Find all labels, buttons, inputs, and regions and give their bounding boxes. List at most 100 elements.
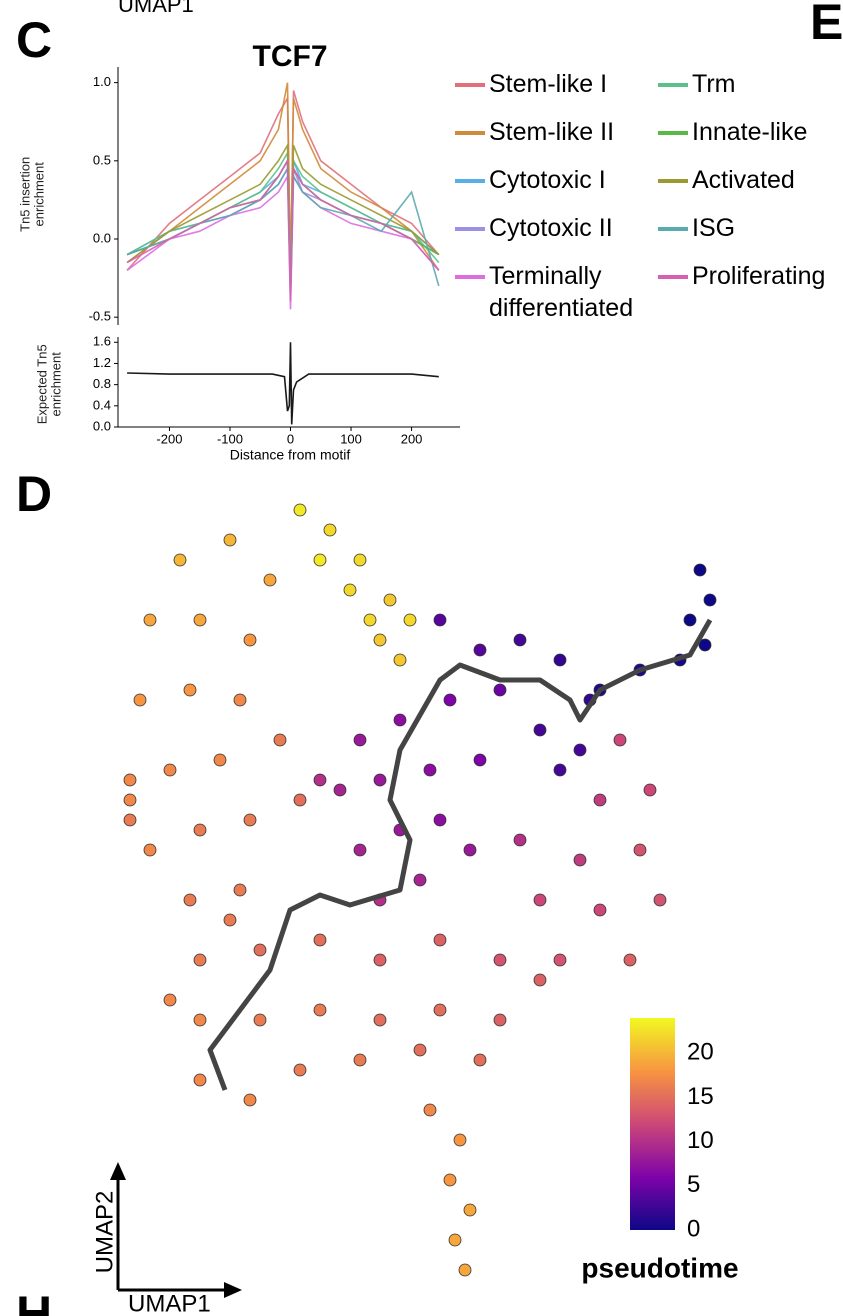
panel-label: H [16, 1286, 52, 1316]
cell-point [293, 793, 307, 807]
cell-point [193, 613, 207, 627]
cell-point [233, 883, 247, 897]
legend-swatch [658, 131, 688, 135]
cell-point [513, 833, 527, 847]
cell-point [573, 743, 587, 757]
colorbar-label: pseudotime [581, 1252, 738, 1283]
cell-point [223, 913, 237, 927]
series-line [127, 342, 439, 425]
x-axis-label: UMAP1 [128, 1290, 211, 1316]
cell-point [223, 533, 237, 547]
colorbar-tick-label: 10 [687, 1127, 714, 1154]
cell-point [433, 813, 447, 827]
cell-point [253, 943, 267, 957]
cell-point [353, 843, 367, 857]
series-line [126, 165, 440, 294]
legend-swatch [455, 83, 485, 87]
y-axis-label: Expected Tn5 enrichment [34, 344, 64, 425]
series-line [126, 157, 440, 302]
legend-label: Stem-like II [489, 118, 615, 146]
cell-point [698, 638, 712, 652]
cell-point [593, 793, 607, 807]
y-tick-label: 0.0 [93, 230, 111, 245]
cell-point [463, 1203, 477, 1217]
cell-point [133, 693, 147, 707]
legend-swatch [455, 179, 485, 183]
cell-point [373, 1013, 387, 1027]
y-axis-label: Tn5 insertion enrichment [17, 156, 47, 232]
legend-label: Stem-like I [489, 70, 608, 98]
legend-label: Trm [692, 70, 736, 98]
legend-swatch [658, 83, 688, 87]
cell-point [453, 1133, 467, 1147]
cell-point [183, 893, 197, 907]
cell-point [403, 613, 417, 627]
legend-item: ISG [658, 212, 843, 244]
legend-item: Proliferating [658, 260, 843, 292]
legend-item: Cytotoxic II [455, 212, 655, 244]
legend-item: Trm [658, 68, 843, 100]
cell-point [553, 763, 567, 777]
cell-point [373, 953, 387, 967]
legend-swatch [658, 275, 688, 279]
legend-item: Cytotoxic I [455, 164, 655, 196]
umap-arrowhead [110, 1162, 126, 1180]
cell-point [473, 753, 487, 767]
cell-point [553, 653, 567, 667]
colorbar [630, 1018, 675, 1230]
cell-point [353, 733, 367, 747]
top-label: UMAP1 [118, 0, 194, 17]
cell-point [423, 1103, 437, 1117]
chart-title: TCF7 [253, 40, 328, 73]
y-tick-label: 1.0 [93, 74, 111, 89]
series-line [126, 173, 440, 310]
legend-swatch [658, 227, 688, 231]
cell-point [393, 653, 407, 667]
cell-point [313, 933, 327, 947]
legend-item: Stem-like II [455, 116, 655, 148]
colorbar-tick-label: 20 [687, 1039, 714, 1066]
cell-point [323, 523, 337, 537]
x-tick-label: 100 [340, 431, 362, 446]
cell-point [313, 773, 327, 787]
cell-point [703, 593, 717, 607]
cell-point [123, 813, 137, 827]
cell-point [573, 853, 587, 867]
cell-point [193, 823, 207, 837]
cell-point [623, 953, 637, 967]
cell-point [373, 633, 387, 647]
cell-point [243, 1093, 257, 1107]
cell-point [243, 813, 257, 827]
cell-point [443, 1173, 457, 1187]
x-tick-label: 200 [401, 431, 423, 446]
x-tick-label: -100 [217, 431, 243, 446]
cell-point [273, 733, 287, 747]
cell-point [473, 1053, 487, 1067]
cell-point [183, 683, 197, 697]
panel-label: E [810, 0, 843, 50]
cell-point [553, 953, 567, 967]
legend-label: Activated [692, 166, 795, 194]
cell-point [463, 843, 477, 857]
cell-point [493, 683, 507, 697]
umap-arrowhead [224, 1282, 242, 1298]
legend-label: ISG [692, 214, 736, 242]
colorbar-tick-label: 5 [687, 1171, 700, 1198]
series-line [126, 157, 440, 302]
cell-point [193, 953, 207, 967]
cell-point [123, 773, 137, 787]
cell-point [263, 573, 277, 587]
legend-item: Innate-like [658, 116, 843, 148]
cell-point [333, 783, 347, 797]
cell-point [643, 783, 657, 797]
cell-point [383, 593, 397, 607]
y-tick-label: 1.6 [93, 334, 111, 349]
x-tick-label: -200 [156, 431, 182, 446]
cell-point [413, 1043, 427, 1057]
cell-point [493, 953, 507, 967]
cell-point [458, 1263, 472, 1277]
legend-label: Proliferating [692, 262, 826, 290]
series-line [126, 90, 440, 286]
